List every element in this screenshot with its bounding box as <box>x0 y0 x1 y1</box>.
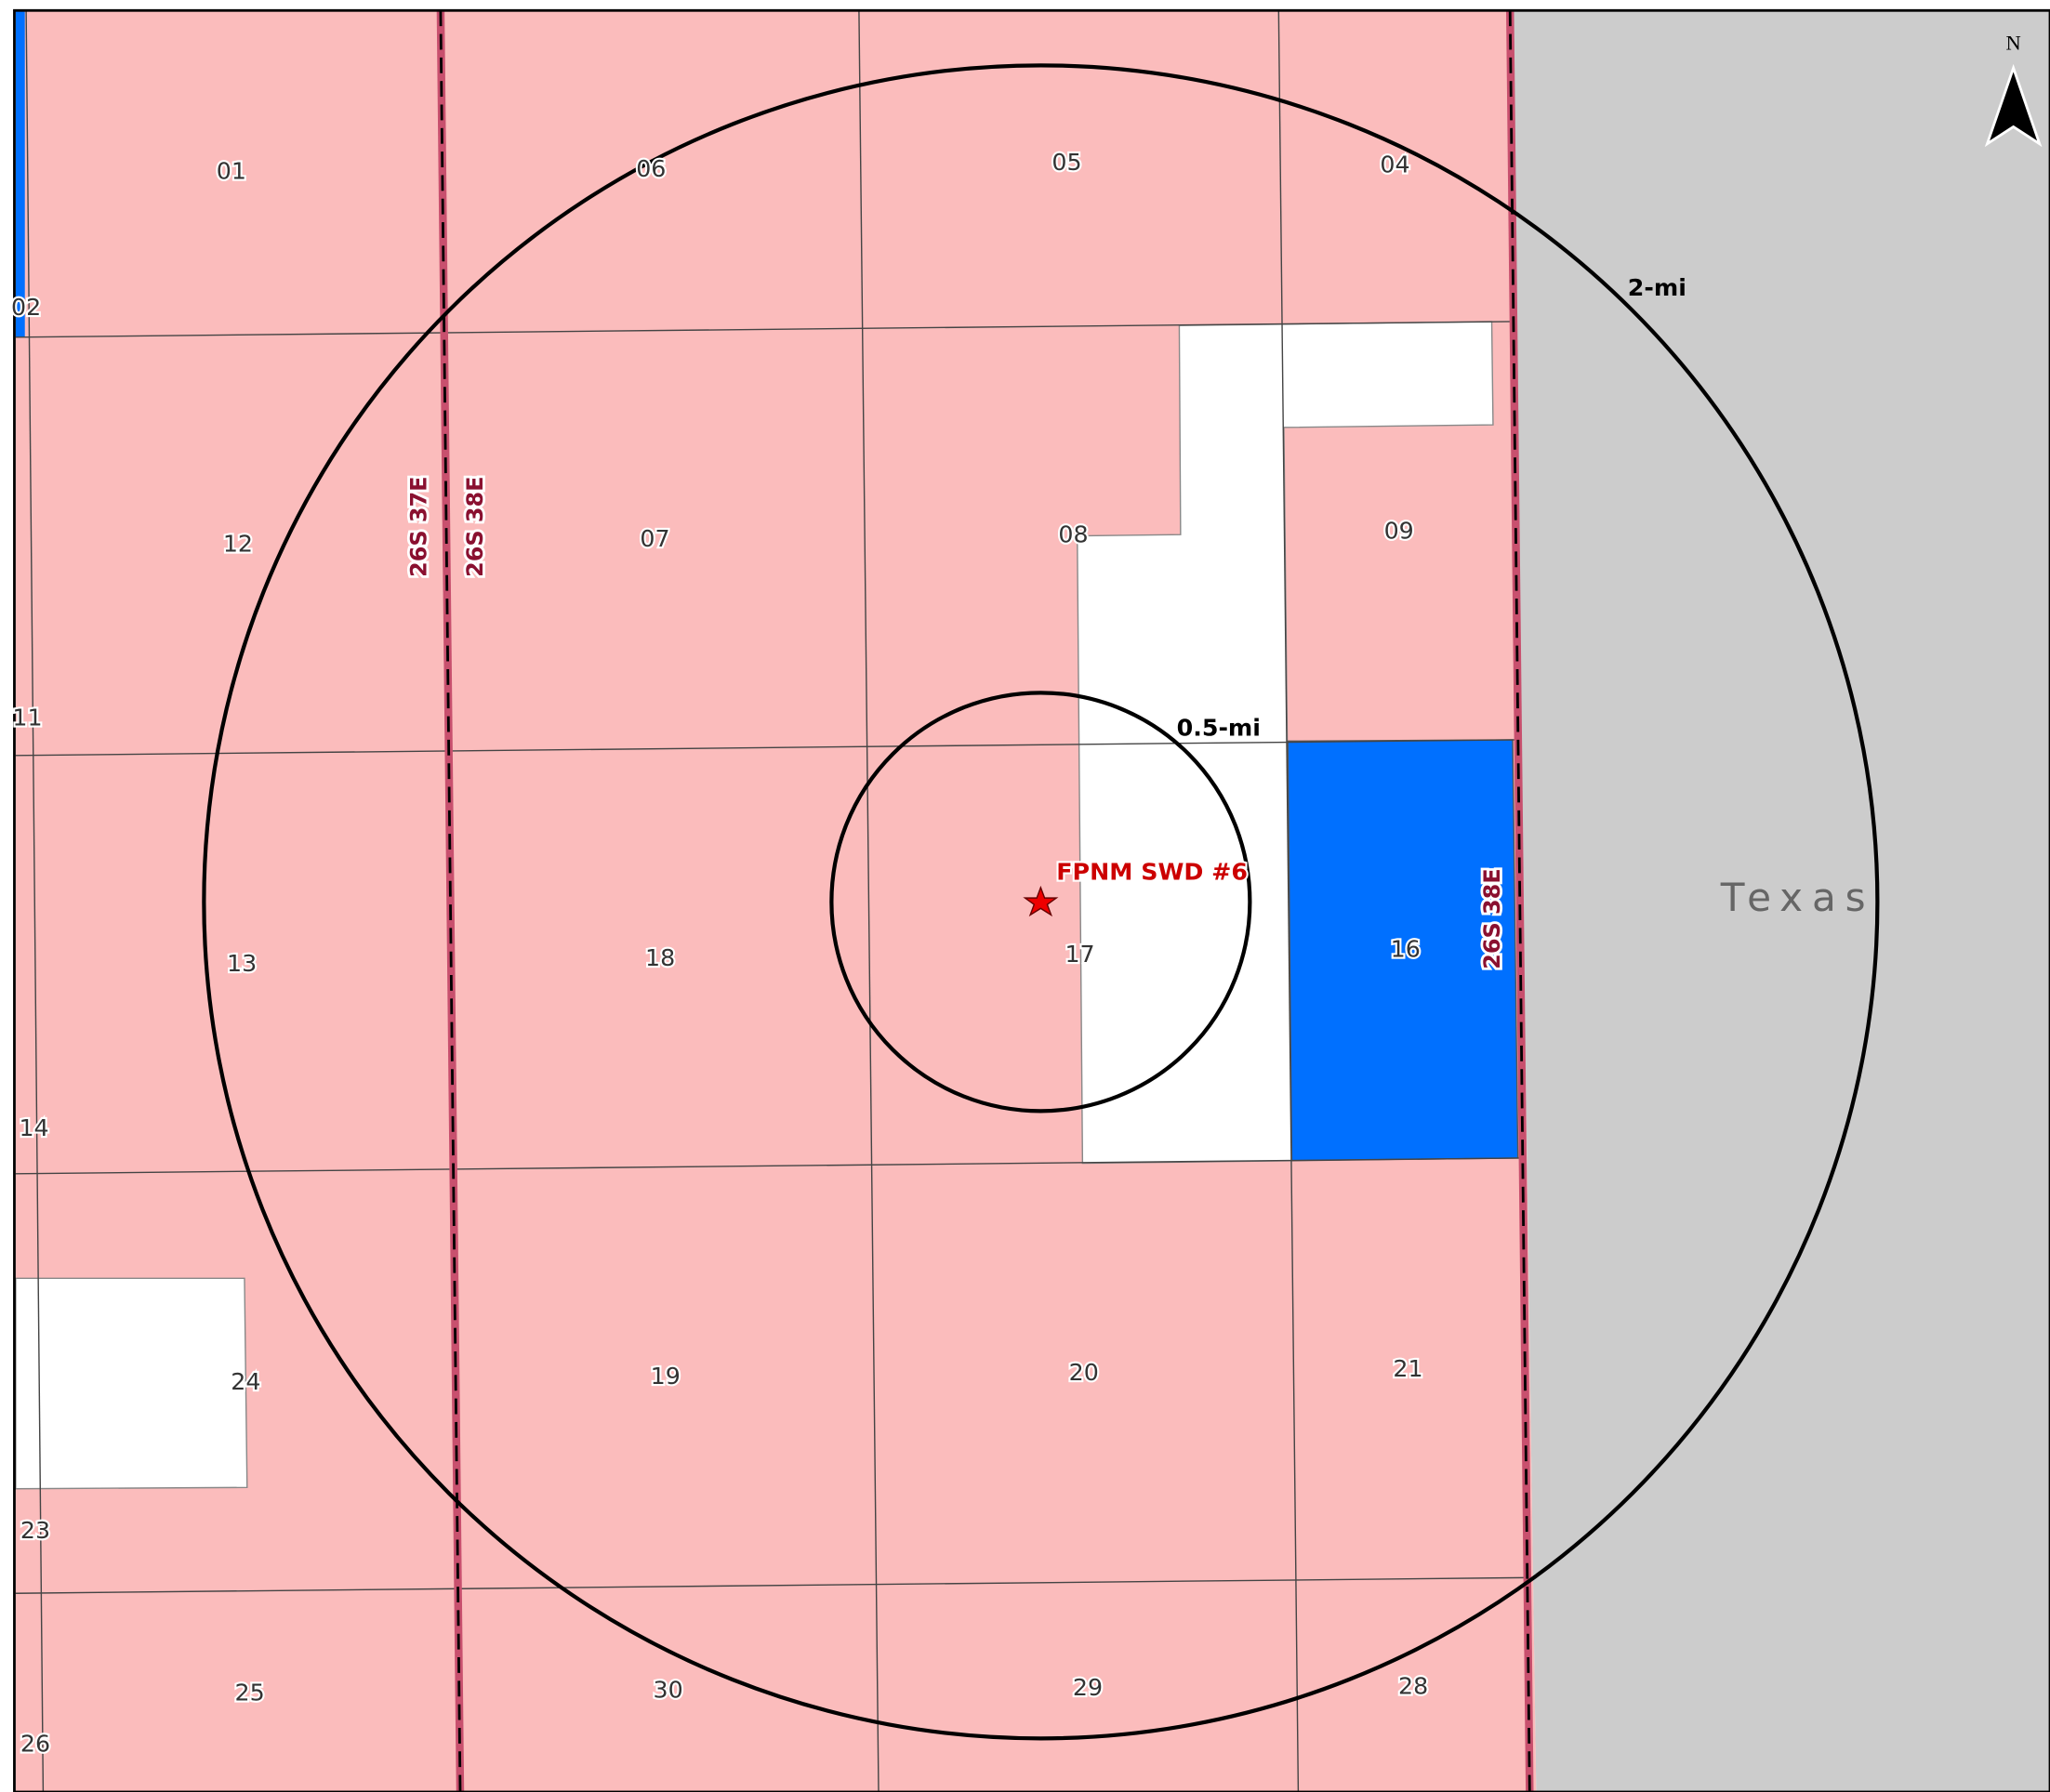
buffer-label: 2-mi <box>1628 274 1686 301</box>
section-label: 02 <box>11 294 41 321</box>
section-label: 16 <box>1391 935 1421 962</box>
section-label: 21 <box>1393 1355 1422 1382</box>
blue-parcel <box>15 10 25 337</box>
section-label: 04 <box>1380 152 1409 178</box>
well-label: FPNM SWD #6 <box>1056 858 1248 885</box>
section-label: 08 <box>1058 521 1088 548</box>
section-label: 19 <box>651 1363 681 1390</box>
section-label: 07 <box>640 525 669 552</box>
new-mexico-area <box>15 10 1537 1792</box>
north-arrow <box>1984 63 2043 148</box>
section-label: 01 <box>217 158 246 185</box>
township-label: 26S 37E <box>405 477 431 577</box>
section-label: 12 <box>223 530 253 557</box>
section-label: 20 <box>1069 1359 1099 1386</box>
north-label: N <box>2006 31 2021 54</box>
township-label: 26S 38E <box>1479 868 1505 968</box>
section-label: 14 <box>19 1114 48 1141</box>
township-lines <box>436 10 1534 1792</box>
buffer-half-mi <box>829 691 1252 1113</box>
section-label: 23 <box>20 1517 50 1544</box>
section-label: 13 <box>227 950 257 977</box>
section-label: 18 <box>645 944 675 971</box>
buffer-2mi <box>202 63 1880 1741</box>
section-label: 17 <box>1065 941 1094 968</box>
section-label: 25 <box>234 1680 264 1706</box>
township-label: 26S 38E <box>462 477 488 577</box>
section-label: 05 <box>1051 149 1081 176</box>
texas-area <box>1510 10 2050 1792</box>
section-label: 09 <box>1384 517 1414 544</box>
buffer-label: 0.5-mi <box>1177 715 1261 742</box>
section-label: 24 <box>231 1368 260 1395</box>
section-label: 29 <box>1073 1674 1103 1701</box>
state-label: Texas <box>1720 875 1875 920</box>
section-label: 11 <box>12 704 42 731</box>
white-parcel <box>15 1277 248 1490</box>
section-label: 06 <box>636 155 666 182</box>
section-label: 26 <box>20 1730 50 1757</box>
well-star <box>1023 885 1059 917</box>
section-grid <box>15 10 1528 1792</box>
section-label: 30 <box>653 1677 682 1704</box>
section-label: 28 <box>1398 1672 1428 1699</box>
